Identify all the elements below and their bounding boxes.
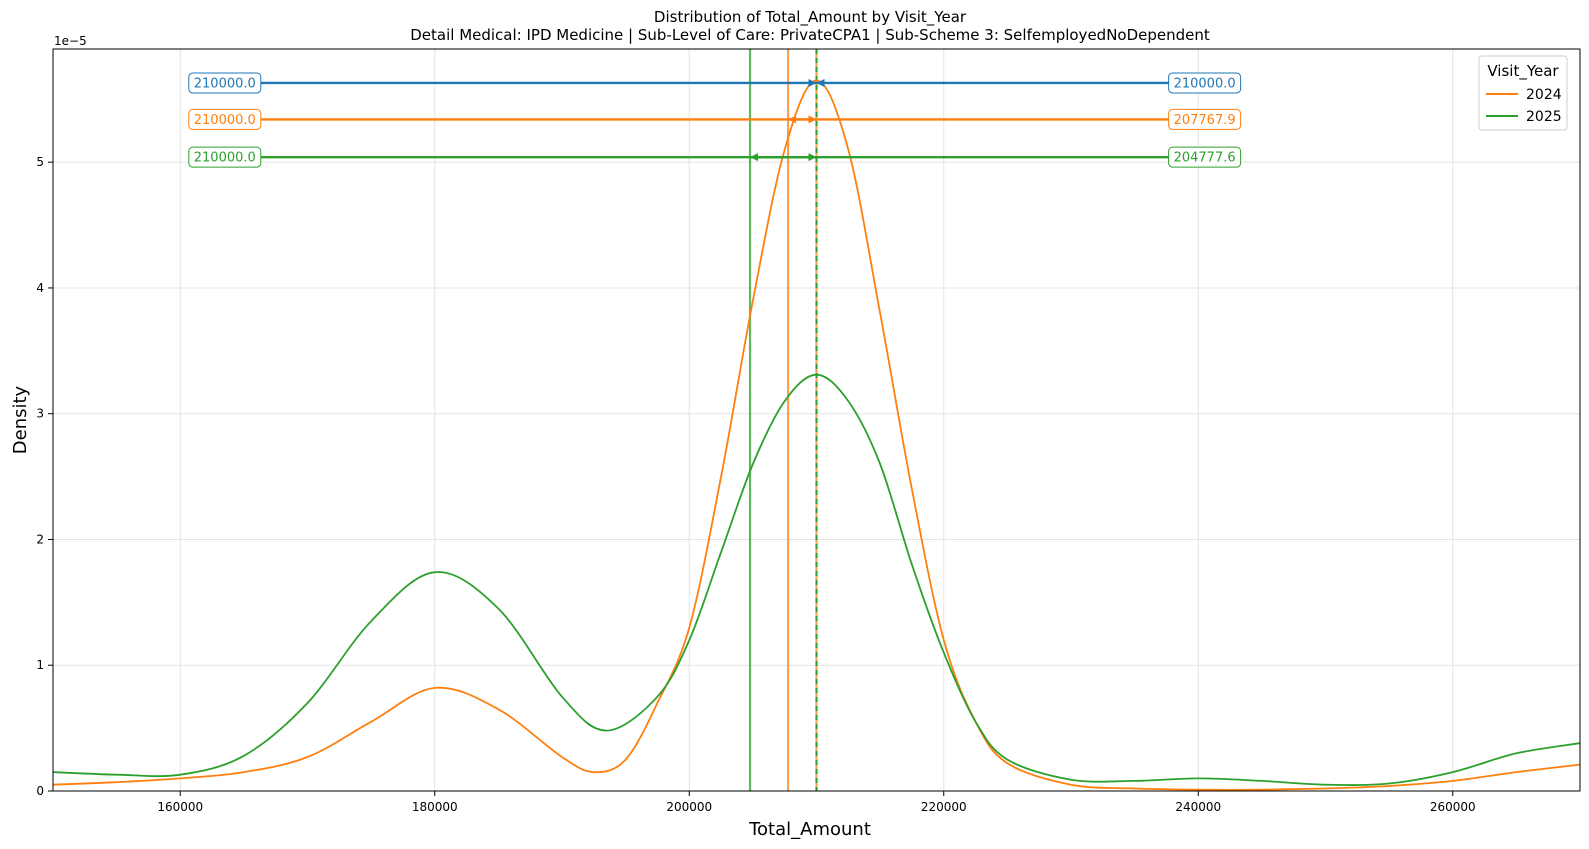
- legend-title: Visit_Year: [1487, 62, 1559, 81]
- legend-frame: [1478, 55, 1568, 131]
- annotation-arrowhead: [816, 78, 825, 87]
- y-tick-label: 5: [36, 155, 44, 169]
- y-axis-label: Density: [10, 385, 31, 454]
- y-tick-label: 4: [36, 281, 44, 295]
- plot-frame: [52, 48, 1581, 792]
- y-tick-label: 0: [36, 784, 44, 798]
- x-tick-label: 180000: [412, 800, 458, 814]
- annotation-arrowhead: [808, 78, 817, 87]
- density-curve-2025: [53, 373, 1580, 786]
- annotation-box: [188, 146, 262, 168]
- chart-subtitle: Detail Medical: IPD Medicine | Sub-Level…: [410, 26, 1210, 44]
- x-axis-label: Total_Amount: [748, 819, 871, 840]
- annotation-label-left: 210000.0: [194, 113, 256, 128]
- annotation-label-right: 207767.9: [1174, 113, 1236, 128]
- legend-label-2025: 2025: [1526, 109, 1562, 125]
- legend-label-2024: 2024: [1526, 87, 1562, 103]
- x-tick-label: 240000: [1175, 800, 1221, 814]
- y-tick-label: 3: [36, 407, 44, 421]
- annotation-label-left: 210000.0: [194, 151, 256, 166]
- y-offset-label: 1e−5: [54, 34, 87, 48]
- axes: 160000 180000 200000 220000 240000 260000 0 1 2 3…: [36, 48, 1581, 814]
- annotation-box: [1168, 146, 1242, 168]
- annotation-label-right: 210000.0: [1174, 76, 1236, 91]
- annotation-arrowhead: [788, 115, 797, 124]
- x-tick-label: 160000: [157, 800, 203, 814]
- x-tick-label: 220000: [921, 800, 967, 814]
- chart-title: Distribution of Total_Amount by Visit_Ye…: [654, 8, 967, 27]
- y-tick-label: 1: [36, 658, 44, 672]
- annotation-box: [188, 72, 262, 94]
- annotation-arrowhead: [750, 153, 759, 162]
- annotation-box: [1168, 108, 1242, 130]
- x-tick-label: 200000: [666, 800, 712, 814]
- annotation-box: [188, 108, 262, 130]
- y-tick-label: 2: [36, 532, 44, 546]
- x-tick-label: 260000: [1430, 800, 1476, 814]
- annotation-label-left: 210000.0: [194, 76, 256, 91]
- annotation-label-right: 204777.6: [1174, 151, 1236, 166]
- legend: Visit_Year 2024 2025: [1478, 55, 1568, 131]
- annotation-box: [1168, 72, 1242, 94]
- annotations: 210000.0 210000.0 210000.0 207767.9 210000.0…: [188, 72, 1242, 168]
- plot-area: [53, 49, 1580, 791]
- density-curve-2024: [53, 79, 1580, 791]
